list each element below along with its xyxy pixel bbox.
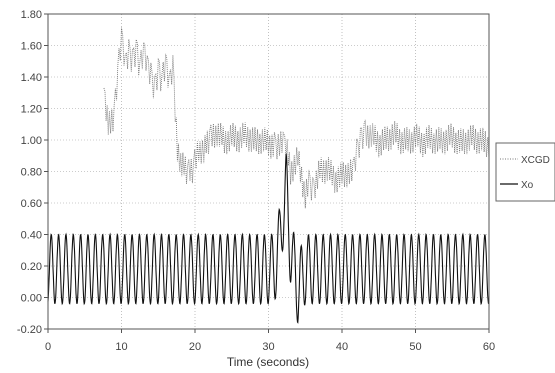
y-tick-label: 0.40	[21, 230, 42, 242]
legend-box	[495, 142, 555, 202]
x-axis-title: Time (seconds)	[227, 355, 309, 369]
legend-label-xo: Xo	[521, 180, 534, 191]
x-axis: 0 10 20 30 40 50 60	[45, 329, 495, 353]
y-tick-label: -0.20	[17, 324, 42, 336]
y-tick-label: 0.60	[21, 198, 42, 210]
y-tick-label: 0.00	[21, 293, 42, 305]
x-tick-label: 0	[45, 341, 51, 353]
x-tick-label: 40	[336, 341, 348, 353]
y-tick-label: 1.20	[21, 104, 42, 116]
x-tick-label: 50	[409, 341, 421, 353]
legend-label-xcgd: XCGD	[521, 155, 550, 166]
x-tick-label: 30	[262, 341, 274, 353]
x-tick-label: 60	[483, 341, 495, 353]
y-axis: 1.80 1.60 1.40 1.20 1.00 0.80 0.60 0.40 0.20 0.00…	[17, 9, 48, 336]
x-tick-label: 20	[189, 341, 201, 353]
x-tick-label: 10	[115, 341, 127, 353]
y-tick-label: 0.20	[21, 261, 42, 273]
y-tick-label: 1.80	[21, 9, 42, 21]
y-tick-label: 1.00	[21, 135, 42, 147]
series-line-xo	[47, 153, 490, 324]
y-tick-label: 0.80	[21, 167, 42, 179]
y-tick-label: 1.60	[21, 41, 42, 53]
series-layer	[47, 27, 490, 324]
legend: XCGD Xo	[495, 142, 555, 202]
series-line-xcgd	[103, 27, 490, 209]
plot-background	[48, 14, 489, 329]
y-tick-label: 1.40	[21, 72, 42, 84]
